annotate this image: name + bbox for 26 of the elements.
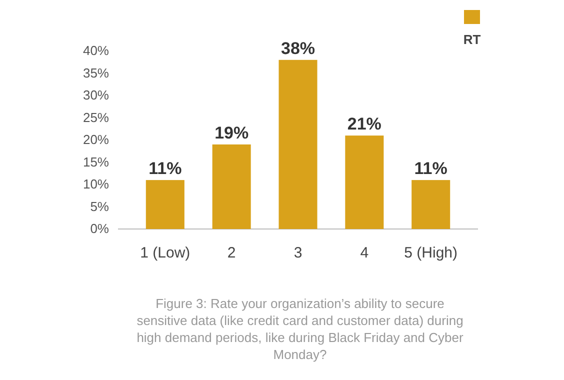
y-tick-label: 20% xyxy=(82,132,110,148)
y-tick-label: 25% xyxy=(82,110,110,125)
bar xyxy=(412,180,450,229)
x-tick-label: 2 xyxy=(227,244,236,262)
caption: Figure 3: Rate your organization’s ability to secure sensitive data (like credit card and customer data) during high demand periods, like during Black Friday and Cyber Monday? xyxy=(136,296,464,362)
bar xyxy=(345,136,384,229)
x-tick-label: 3 xyxy=(294,244,302,262)
text: 21% xyxy=(347,114,382,134)
y-tick-label: 40% xyxy=(82,43,110,58)
text: 11% xyxy=(414,159,448,178)
bar xyxy=(212,144,251,229)
x-tick-label: 4 xyxy=(360,244,369,262)
y-tick-label: 15% xyxy=(82,154,110,170)
y-tick-label: 10% xyxy=(82,176,110,192)
text: 11% xyxy=(148,159,182,178)
bar xyxy=(278,60,318,229)
y-tick-label: 0% xyxy=(90,221,110,236)
bar xyxy=(146,180,184,229)
y-tick-label: 30% xyxy=(82,88,110,103)
y-tick-label: 35% xyxy=(82,65,110,80)
text: 38% xyxy=(280,38,316,58)
x-tick-label: 1 (Low) xyxy=(140,244,190,262)
text: 19% xyxy=(214,123,249,142)
legend-label: RT xyxy=(463,32,481,47)
y-tick-label: 5% xyxy=(90,198,110,214)
x-tick-label: 5 (High) xyxy=(404,244,458,262)
